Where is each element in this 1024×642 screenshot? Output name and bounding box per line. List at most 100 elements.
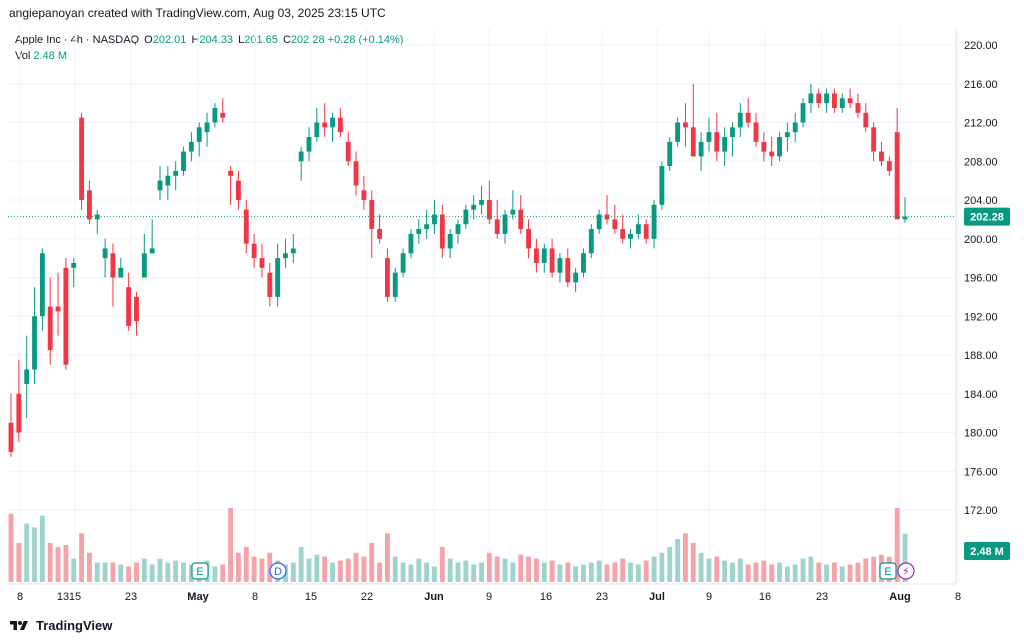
- candle-body: [643, 224, 649, 239]
- footer-brand-label: TradingView: [36, 618, 113, 633]
- candle-body: [737, 112, 743, 128]
- volume-bar: [557, 564, 563, 582]
- volume-bar: [188, 564, 194, 582]
- volume-bar: [157, 558, 163, 582]
- volume-bar: [902, 533, 908, 582]
- candle-body: [47, 306, 53, 351]
- price-tick-label: 220.00: [964, 40, 998, 52]
- price-axis[interactable]: 220.00 216.00 212.00 208.00 204.00 200.00 196.…: [964, 40, 998, 517]
- price-tick-label: 208.00: [964, 156, 998, 168]
- volume-bar: [110, 562, 116, 582]
- candle-body: [275, 258, 281, 297]
- volume-bar: [79, 533, 85, 582]
- candle-body: [408, 233, 414, 254]
- volume-bar: [337, 560, 343, 582]
- dividend-marker: [269, 562, 287, 580]
- candle-body: [769, 151, 775, 157]
- candle-body: [392, 272, 398, 297]
- axis-badges: 202.28 2.48 M: [964, 207, 1010, 560]
- candle-body: [588, 229, 594, 254]
- candle-body: [71, 262, 77, 268]
- candle-body: [463, 209, 469, 225]
- volume-bar: [769, 564, 775, 582]
- chart-legend: Apple Inc · 4h · NASDAQ O202.01 H204.33 …: [15, 32, 403, 64]
- volume-bar: [612, 562, 618, 582]
- time-axis[interactable]: 8 13 15 23 May 8 15 22 Jun 9 16 23 Jul 9 16 23 Aug 8: [17, 591, 961, 603]
- volume-bar: [855, 562, 861, 582]
- candle-body: [369, 200, 375, 230]
- chart-credit: angiepanoyan created with TradingView.co…: [9, 6, 386, 20]
- volume-bar: [306, 558, 312, 582]
- ohlc-row: Apple Inc · 4h · NASDAQ O202.01 H204.33 …: [15, 32, 403, 48]
- news-marker-label: ⚡: [902, 565, 910, 578]
- volume-bar: [737, 558, 743, 582]
- candle-body: [173, 170, 179, 176]
- candle-body: [879, 151, 884, 162]
- candle-body: [753, 122, 759, 142]
- candle-body: [573, 272, 579, 283]
- volume-bar: [400, 562, 406, 582]
- volume-bar: [455, 562, 461, 582]
- volume-bar: [141, 558, 147, 582]
- last-volume-badge: 2.48 M: [970, 546, 1004, 558]
- volume-bar: [228, 507, 234, 582]
- candle-body: [353, 161, 359, 186]
- symbol-label[interactable]: Apple Inc · 4h · NASDAQ: [15, 34, 140, 46]
- candle-body: [667, 141, 673, 167]
- volume-bar: [831, 562, 837, 582]
- volume-bar: [824, 564, 830, 582]
- earnings-marker-label: E: [884, 566, 891, 578]
- volume-bar: [730, 562, 735, 582]
- price-tick-label: 192.00: [964, 311, 998, 323]
- volume-bar: [581, 564, 586, 582]
- candle-body: [675, 122, 681, 142]
- volume-bar: [573, 566, 579, 582]
- volume-bar: [447, 558, 453, 582]
- candle-body: [604, 214, 610, 220]
- volume-bar: [651, 556, 657, 582]
- candle-body: [259, 258, 265, 268]
- volume-bar: [871, 556, 877, 582]
- volume-bar: [345, 558, 351, 582]
- candle-body: [722, 137, 728, 152]
- footer-brand[interactable]: TradingView: [8, 618, 112, 633]
- volume-bar: [777, 562, 782, 582]
- candle-body: [86, 190, 92, 220]
- candle-body: [24, 369, 30, 385]
- candle-body: [447, 233, 453, 249]
- volume-bar: [392, 556, 398, 582]
- candle-body: [808, 93, 814, 104]
- candle-body: [188, 141, 194, 152]
- candle-body: [8, 422, 14, 452]
- volume-bar: [220, 564, 226, 582]
- time-tick-label: 13: [57, 591, 69, 603]
- close-label: C: [282, 34, 291, 46]
- last-price-badge: 202.28: [970, 212, 1004, 224]
- time-tick-label: 9: [706, 591, 712, 603]
- price-tick-label: 184.00: [964, 389, 998, 401]
- volume-row: Vol 2.48 M: [15, 48, 403, 64]
- volume-bar: [784, 566, 790, 582]
- volume-bar: [635, 564, 641, 582]
- candle-body: [322, 122, 328, 128]
- candle-body: [816, 93, 822, 104]
- candle-body: [659, 166, 665, 205]
- price-tick-label: 172.00: [964, 505, 998, 517]
- candle-body: [761, 141, 767, 152]
- price-tick-label: 204.00: [964, 195, 998, 207]
- volume-bar: [643, 560, 649, 582]
- last-volume-badge-bg: [964, 542, 1010, 560]
- time-tick-label: 23: [596, 591, 608, 603]
- candle-body: [361, 190, 367, 200]
- candle-body: [212, 107, 218, 123]
- candle-body: [612, 219, 618, 230]
- candle-body: [706, 132, 712, 142]
- high-value: 204.33: [199, 34, 234, 46]
- time-tick-label: 16: [540, 591, 552, 603]
- candle-body: [439, 214, 445, 249]
- candle-body: [149, 248, 155, 254]
- candle-body: [235, 180, 241, 200]
- candle-body: [510, 209, 516, 215]
- news-marker: [897, 562, 915, 580]
